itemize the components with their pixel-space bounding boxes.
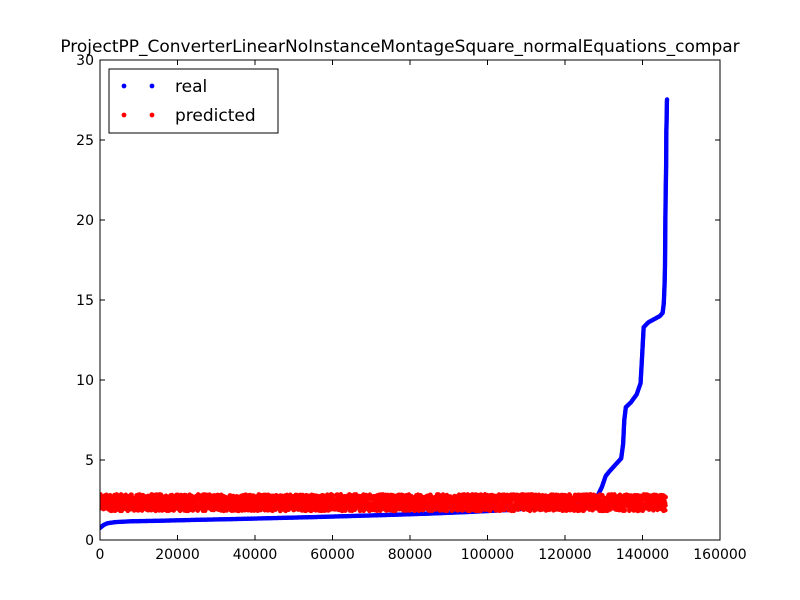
legend: real predicted (108, 68, 279, 134)
legend-box (108, 68, 279, 134)
legend-marker (149, 112, 155, 118)
legend-label: real (175, 77, 207, 97)
predicted-point (663, 508, 668, 513)
predicted-point (567, 492, 573, 498)
axis-ticks: 0 20000 40000 60000 80000 100000 120000 140000 1… (76, 53, 747, 563)
y-tick-label: 5 (85, 453, 94, 469)
series-real (100, 97, 670, 531)
series-predicted (100, 492, 668, 514)
predicted-point (527, 508, 533, 514)
predicted-point (663, 503, 668, 508)
x-tick-label: 120000 (538, 547, 591, 563)
predicted-point (330, 492, 335, 498)
x-tick-label: 60000 (310, 547, 355, 563)
plot-area (100, 97, 670, 531)
x-tick-label: 20000 (155, 547, 200, 563)
predicted-point (177, 508, 183, 514)
legend-marker (121, 112, 127, 118)
predicted-point (622, 508, 627, 513)
y-tick-label: 15 (76, 293, 94, 309)
predicted-point (612, 492, 617, 497)
y-tick-label: 0 (85, 533, 94, 549)
legend-marker (149, 83, 155, 89)
x-tick-label: 80000 (388, 547, 433, 563)
x-tick-label: 0 (96, 547, 105, 563)
predicted-point (321, 494, 326, 499)
y-tick-label: 30 (76, 53, 94, 69)
y-tick-label: 20 (76, 213, 94, 229)
predicted-point (352, 507, 358, 513)
x-tick-label: 160000 (693, 547, 746, 563)
predicted-point (663, 494, 668, 500)
real-point (664, 97, 670, 102)
predicted-point (508, 498, 514, 504)
x-tick-label: 40000 (233, 547, 278, 563)
predicted-point (461, 492, 467, 497)
chart-title: ProjectPP_ConverterLinearNoInstanceMonta… (60, 37, 739, 57)
x-tick-label: 140000 (616, 547, 669, 563)
legend-marker (121, 83, 127, 89)
y-tick-label: 10 (76, 373, 94, 389)
x-tick-label: 100000 (461, 547, 514, 563)
legend-label: predicted (175, 106, 256, 126)
y-tick-label: 25 (76, 133, 94, 149)
predicted-point (410, 494, 415, 500)
